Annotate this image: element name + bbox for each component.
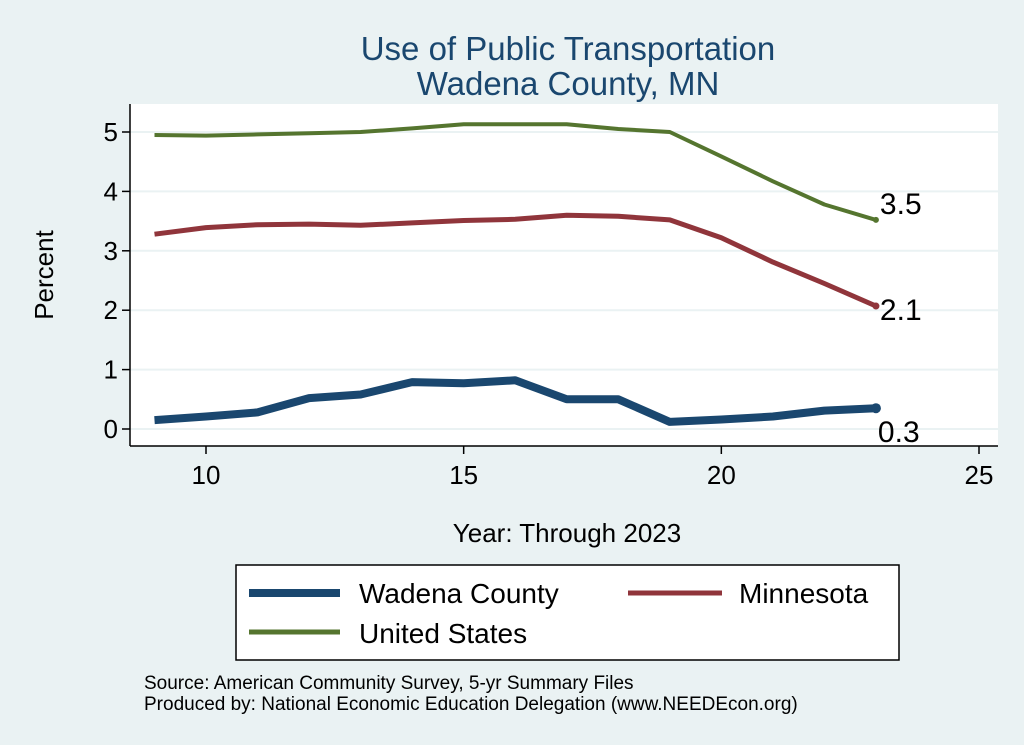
plot-area (130, 104, 998, 446)
chart-subtitle: Wadena County, MN (417, 65, 720, 102)
end-label-united-states: 3.5 (880, 188, 922, 221)
legend-box (235, 564, 900, 661)
series-line-wadena (154, 376, 877, 426)
series-end-point-united-states (872, 216, 879, 223)
chart-title: Use of Public Transportation (361, 30, 776, 67)
x-tick-label-15: 15 (449, 460, 478, 490)
x-axis-title: Year: Through 2023 (453, 518, 681, 548)
x-tick-label-25: 25 (965, 460, 994, 490)
series-end-point-minnesota (872, 302, 880, 310)
source-note: Source: American Community Survey, 5-yr … (144, 673, 634, 694)
y-tick-label-3: 3 (104, 236, 118, 266)
x-tick-label-10: 10 (192, 460, 221, 490)
legend-label-wadena: Wadena County (359, 578, 559, 609)
y-axis-title: Percent (29, 229, 59, 319)
legend: Wadena County Minnesota United States (235, 564, 900, 661)
end-label-minnesota: 2.1 (880, 294, 922, 327)
series-line-united-states (154, 122, 877, 222)
legend-label-minnesota: Minnesota (739, 578, 869, 609)
y-tick-label-4: 4 (104, 176, 118, 206)
y-tick-label-2: 2 (104, 295, 118, 325)
y-tick-label-0: 0 (104, 414, 118, 444)
x-tick-label-20: 20 (707, 460, 736, 490)
y-tick-label-1: 1 (104, 355, 118, 385)
y-tick-label-5: 5 (104, 117, 118, 147)
series-end-point-wadena (870, 403, 881, 414)
produced-by-note: Produced by: National Economic Education… (144, 694, 798, 715)
series-line-minnesota (154, 212, 877, 309)
legend-label-united-states: United States (359, 618, 527, 649)
end-label-wadena: 0.3 (878, 416, 920, 449)
